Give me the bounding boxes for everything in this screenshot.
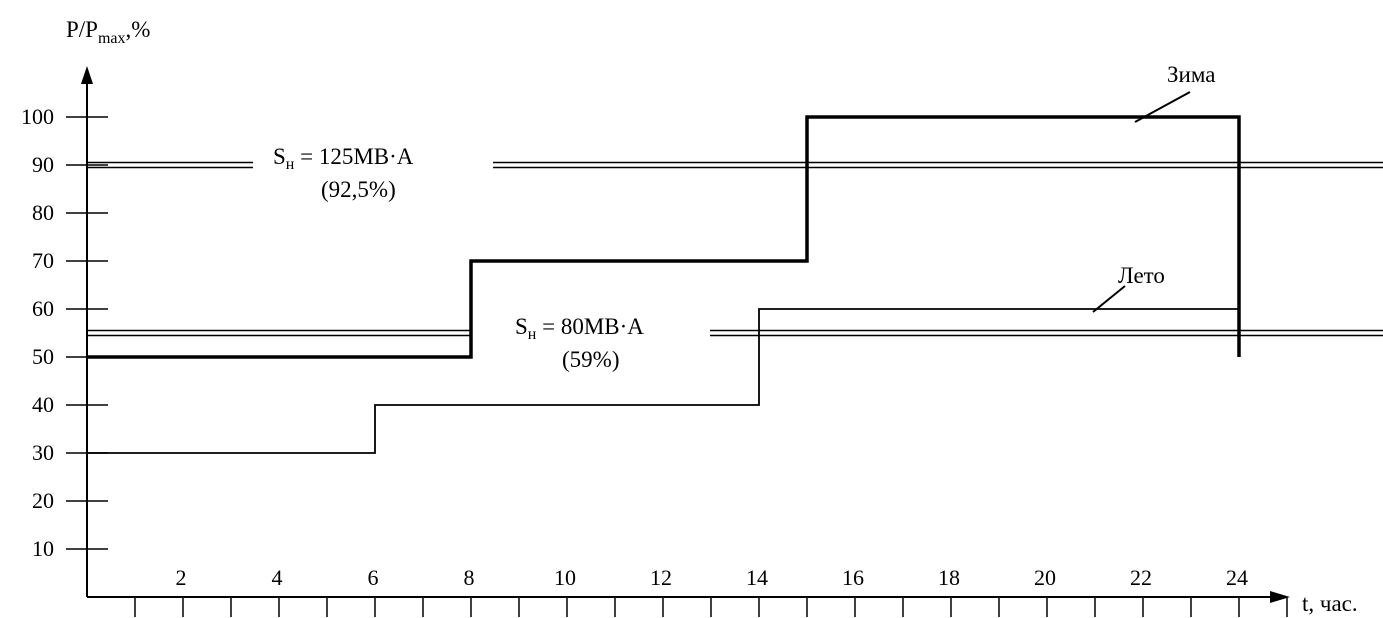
series-leader-summer [1092, 285, 1126, 313]
svg-text:(92,5%): (92,5%) [321, 177, 396, 202]
y-tick-label: 40 [32, 392, 54, 417]
series-leader-winter [1134, 91, 1191, 123]
series-line-summer [87, 308, 1239, 454]
series-label-summer: Лето [1118, 263, 1165, 288]
ref-label-80: Sн = 80МВ·А (59%) [515, 314, 644, 372]
y-tick-label: 20 [32, 488, 54, 513]
x-axis-arrow-icon [1270, 591, 1290, 603]
y-axis-arrow-icon [81, 66, 93, 84]
y-tick-label: 100 [21, 104, 54, 129]
ref-label-125: Sн = 125МВ·А (92,5%) [273, 144, 414, 202]
axes [81, 66, 1290, 603]
x-tick-label: 8 [464, 565, 475, 590]
x-tick-label: 16 [842, 565, 864, 590]
y-tick-label: 70 [32, 248, 54, 273]
x-tick-label: 20 [1034, 565, 1056, 590]
x-tick-label: 2 [176, 565, 187, 590]
y-tick-label: 50 [32, 344, 54, 369]
reference-lines [87, 161, 1383, 337]
y-tick-label: 10 [32, 536, 54, 561]
y-tick-label: 30 [32, 440, 54, 465]
x-tick-label: 12 [650, 565, 672, 590]
x-axis-label: t, час. [1302, 591, 1358, 616]
svg-text:(59%): (59%) [562, 347, 619, 372]
series-label-winter: Зима [1167, 62, 1215, 87]
x-tick-label: 22 [1130, 565, 1152, 590]
y-axis-label: P/Pmax,% [66, 17, 150, 47]
y-tick-label: 60 [32, 296, 54, 321]
x-tick-label: 10 [554, 565, 576, 590]
x-tick-label: 24 [1226, 565, 1248, 590]
x-tick-label: 14 [746, 565, 768, 590]
x-tick-label: 18 [938, 565, 960, 590]
x-tick-label: 4 [272, 565, 283, 590]
y-tick-label: 80 [32, 200, 54, 225]
svg-text:Sн = 80МВ·А: Sн = 80МВ·А [515, 314, 644, 343]
series-layer [87, 115, 1241, 454]
series-line-winter [87, 115, 1241, 359]
svg-text:Sн = 125МВ·А: Sн = 125МВ·А [273, 144, 414, 173]
x-tick-label: 6 [368, 565, 379, 590]
axis-ticks: 2 4 6 8 10 12 14 16 18 20 22 2410203040506070809010… [21, 104, 1288, 617]
y-tick-label: 90 [32, 152, 54, 177]
